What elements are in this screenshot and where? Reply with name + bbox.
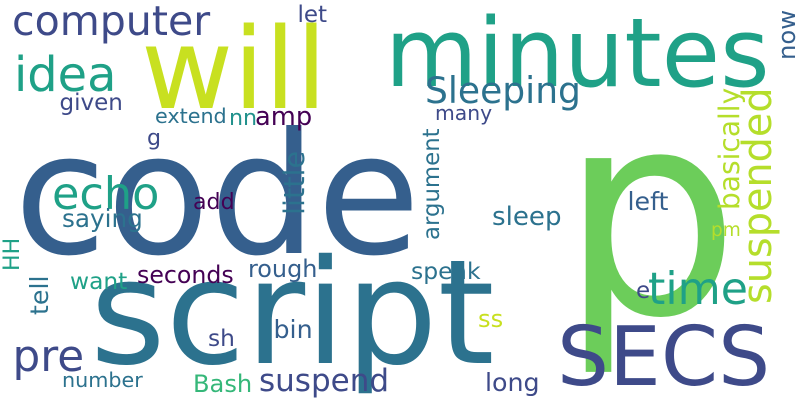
word-ss: ss	[478, 304, 504, 333]
word-long: long	[485, 367, 540, 397]
word-e: e	[636, 277, 651, 304]
word-many: many	[435, 101, 493, 125]
word-pm: pm	[711, 219, 741, 241]
word-speak: speak	[411, 257, 481, 285]
word-minutes: minutes	[385, 0, 770, 109]
word-extend: extend	[155, 103, 227, 128]
word-echo: echo	[52, 167, 160, 220]
word-g: g	[147, 125, 162, 151]
word-number: number	[62, 367, 143, 392]
word-basically: basically	[713, 87, 746, 210]
word-little: little	[277, 150, 311, 215]
word-tell: tell	[24, 275, 54, 315]
word-rough: rough	[248, 255, 318, 283]
word-code: code	[14, 96, 421, 293]
word-suspend: suspend	[259, 362, 390, 399]
word-amp: amp	[255, 101, 313, 132]
word-given: given	[59, 89, 123, 116]
word-sh: sh	[208, 325, 235, 352]
word-computer: computer	[12, 0, 211, 45]
word-bash: Bash	[193, 369, 253, 398]
word-sleeping: Sleeping	[425, 69, 581, 112]
word-seconds: seconds	[137, 260, 234, 289]
word-left: left	[627, 186, 669, 216]
word-now: now	[772, 9, 800, 60]
word-p: p	[560, 49, 740, 380]
word-will: will	[141, 2, 328, 135]
word-hh: HH	[0, 237, 25, 271]
word-sleep: sleep	[492, 202, 562, 232]
word-argument: argument	[419, 128, 445, 240]
word-pre: pre	[12, 331, 85, 382]
word-bin: bin	[273, 314, 313, 344]
word-let: let	[297, 1, 328, 28]
word-want: want	[70, 267, 128, 295]
word-idea: idea	[14, 48, 117, 103]
word-nn: nn	[229, 105, 258, 131]
word-saying: saying	[62, 203, 143, 233]
word-script: script	[90, 228, 495, 398]
word-add: add	[193, 189, 235, 215]
word-secs: SECS	[557, 310, 771, 400]
word-time: time	[648, 264, 748, 315]
